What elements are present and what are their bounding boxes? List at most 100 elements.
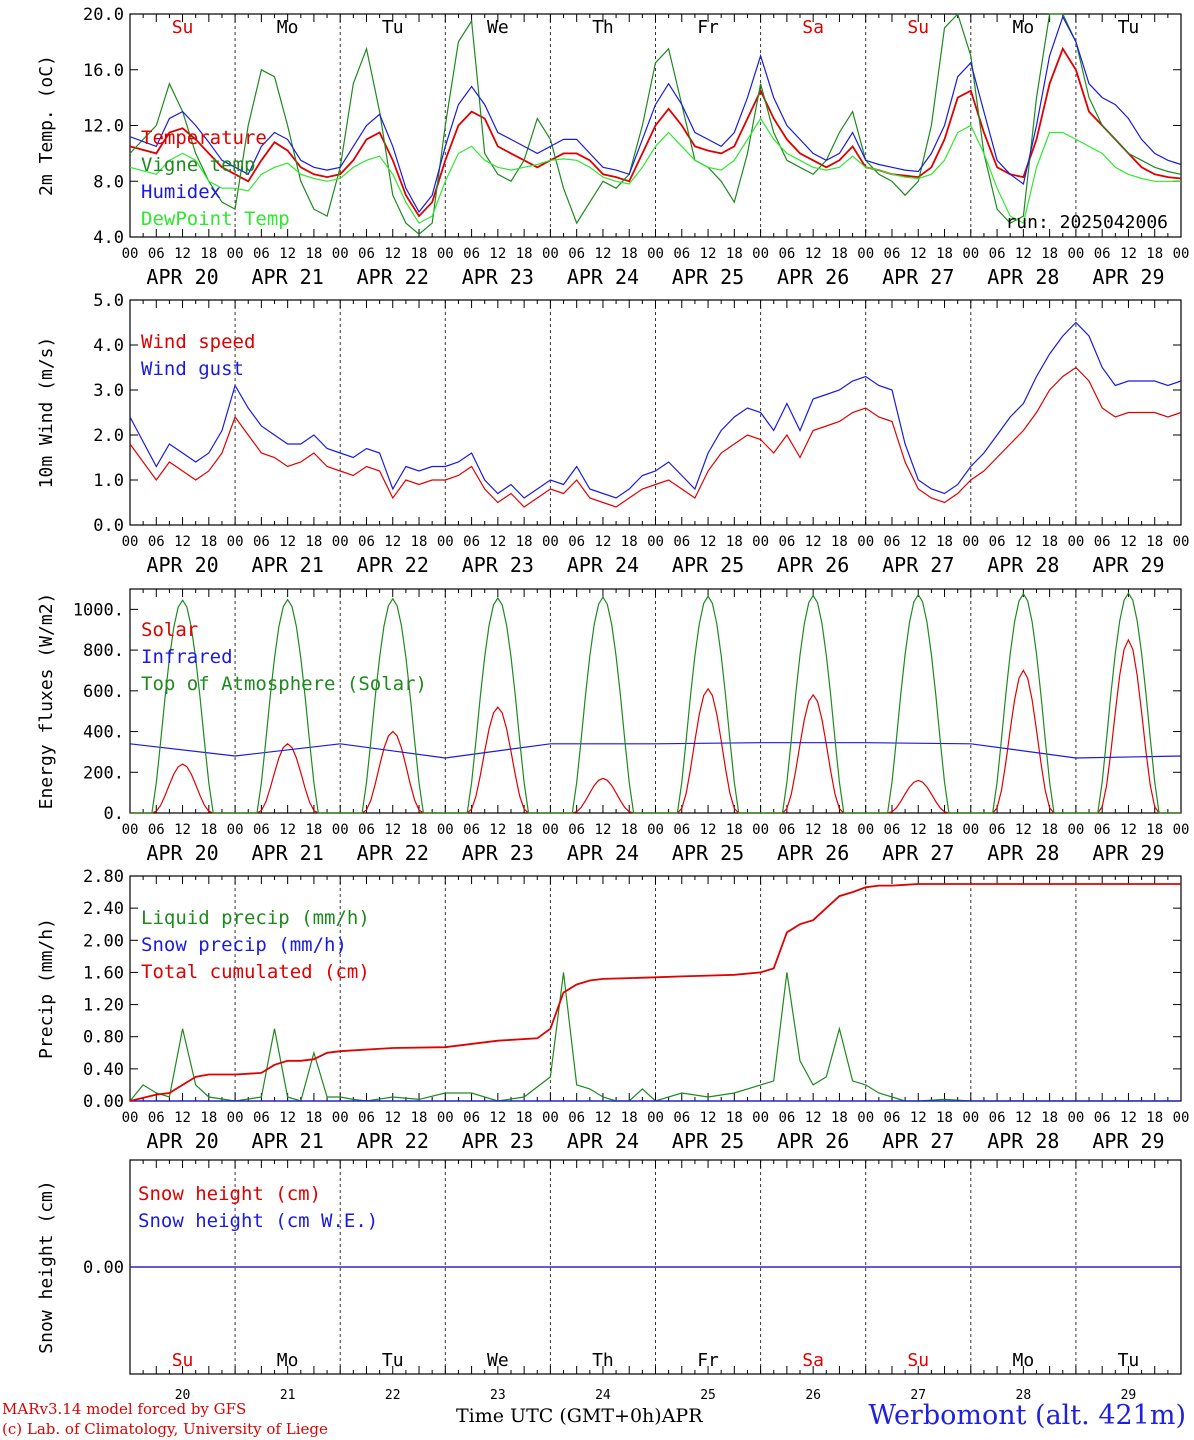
hour-tick-label: 18 xyxy=(1146,822,1163,838)
hour-tick-label: 12 xyxy=(595,822,612,838)
hour-tick-label: 00 xyxy=(332,534,349,550)
hour-tick-label: 06 xyxy=(673,534,690,550)
y-tick-label: 1.60 xyxy=(83,963,124,983)
series-line xyxy=(129,972,1181,1102)
hour-tick-label: 06 xyxy=(673,246,690,262)
hour-tick-label: 12 xyxy=(489,246,506,262)
hour-tick-label: 18 xyxy=(621,534,638,550)
weekday-label: We xyxy=(487,17,509,38)
hour-tick-label: 06 xyxy=(568,1110,585,1126)
y-axis-label: Energy fluxes (W/m2) xyxy=(36,593,57,810)
hour-tick-label: 18 xyxy=(936,822,953,838)
day-label: APR 20 xyxy=(146,1129,218,1153)
hour-tick-label: 18 xyxy=(305,822,322,838)
hour-tick-label: 06 xyxy=(253,534,270,550)
hour-tick-label: 06 xyxy=(463,534,480,550)
hour-tick-label: 06 xyxy=(358,1110,375,1126)
hour-tick-label: 06 xyxy=(463,1110,480,1126)
hour-tick-label: 18 xyxy=(305,1110,322,1126)
y-axis-label: Precip (mm/h) xyxy=(36,918,57,1059)
hour-tick-label: 00 xyxy=(227,246,244,262)
station-location: Werbomont (alt. 421m) xyxy=(868,1400,1186,1431)
day-label: APR 20 xyxy=(146,265,218,289)
hour-tick-label: 06 xyxy=(778,1110,795,1126)
hour-tick-label: 18 xyxy=(200,822,217,838)
hour-tick-label: 18 xyxy=(831,246,848,262)
hour-tick-label: 12 xyxy=(384,246,401,262)
day-label: APR 28 xyxy=(987,553,1059,577)
series-line xyxy=(129,15,1182,213)
day-label: APR 25 xyxy=(672,1129,744,1153)
hour-tick-label: 06 xyxy=(358,822,375,838)
hour-tick-label: 12 xyxy=(279,1110,296,1126)
hour-tick-label: 06 xyxy=(253,822,270,838)
legend-entry: Wind gust xyxy=(141,358,244,380)
hour-tick-label: 12 xyxy=(1015,1110,1032,1126)
series-line xyxy=(129,742,1182,759)
plot-frame xyxy=(129,588,1182,814)
day-label: APR 24 xyxy=(567,265,639,289)
y-tick-label: 16.0 xyxy=(83,61,124,81)
series-line xyxy=(129,46,1182,218)
hour-tick-label: 12 xyxy=(700,822,717,838)
hour-tick-label: 12 xyxy=(805,822,822,838)
hour-tick-label: 00 xyxy=(122,246,139,262)
day-label: APR 29 xyxy=(1092,841,1164,865)
day-label: APR 20 xyxy=(146,841,218,865)
hour-tick-label: 12 xyxy=(700,534,717,550)
hour-tick-label: 00 xyxy=(857,246,874,262)
day-label: APR 25 xyxy=(672,553,744,577)
hour-tick-label: 06 xyxy=(1094,534,1111,550)
day-label: APR 28 xyxy=(987,841,1059,865)
y-tick-label: 5.0 xyxy=(93,291,124,311)
hour-tick-label: 18 xyxy=(516,822,533,838)
hour-tick-label: 00 xyxy=(1067,534,1084,550)
day-number-label: 28 xyxy=(1016,1388,1032,1403)
weekday-label: Tu xyxy=(382,17,404,38)
day-number-label: 20 xyxy=(175,1388,191,1403)
day-label: APR 27 xyxy=(882,265,954,289)
y-tick-label: 800. xyxy=(83,641,124,661)
hour-tick-label: 00 xyxy=(437,246,454,262)
hour-tick-label: 00 xyxy=(1173,1110,1190,1126)
hour-tick-label: 06 xyxy=(1094,1110,1111,1126)
hour-tick-label: 06 xyxy=(148,1110,165,1126)
hour-tick-label: 18 xyxy=(831,534,848,550)
hour-tick-label: 18 xyxy=(1041,246,1058,262)
hour-tick-label: 18 xyxy=(1146,246,1163,262)
day-label: APR 27 xyxy=(882,553,954,577)
hour-tick-label: 18 xyxy=(621,822,638,838)
day-label: APR 27 xyxy=(882,841,954,865)
weekday-label: Mo xyxy=(1013,17,1035,38)
hour-tick-label: 12 xyxy=(1120,246,1137,262)
hour-tick-label: 06 xyxy=(568,246,585,262)
hour-tick-label: 18 xyxy=(1041,534,1058,550)
hour-tick-label: 12 xyxy=(384,1110,401,1126)
y-tick-label: 4.0 xyxy=(93,228,124,248)
day-number-label: 27 xyxy=(910,1388,926,1403)
hour-tick-label: 12 xyxy=(279,822,296,838)
hour-tick-label: 12 xyxy=(384,822,401,838)
hour-tick-label: 00 xyxy=(1173,534,1190,550)
y-axis-label: Snow height (cm) xyxy=(36,1180,57,1353)
hour-tick-label: 00 xyxy=(1067,246,1084,262)
hour-tick-label: 18 xyxy=(936,1110,953,1126)
weekday-label: Tu xyxy=(1118,17,1140,38)
hour-tick-label: 12 xyxy=(910,822,927,838)
hour-tick-label: 18 xyxy=(411,1110,428,1126)
hour-tick-label: 00 xyxy=(647,534,664,550)
hour-tick-label: 12 xyxy=(174,1110,191,1126)
hour-tick-label: 12 xyxy=(174,822,191,838)
hour-tick-label: 18 xyxy=(1041,822,1058,838)
hour-tick-label: 00 xyxy=(962,534,979,550)
y-tick-label: 1.0 xyxy=(93,471,124,491)
day-number-label: 21 xyxy=(280,1388,296,1403)
hour-tick-label: 12 xyxy=(279,246,296,262)
hour-tick-label: 18 xyxy=(411,822,428,838)
series-line xyxy=(129,366,1182,508)
hour-tick-label: 06 xyxy=(358,246,375,262)
y-tick-label: 600. xyxy=(83,682,124,702)
hour-tick-label: 00 xyxy=(122,822,139,838)
weekday-label: Tu xyxy=(382,1350,404,1371)
hour-tick-label: 00 xyxy=(437,1110,454,1126)
